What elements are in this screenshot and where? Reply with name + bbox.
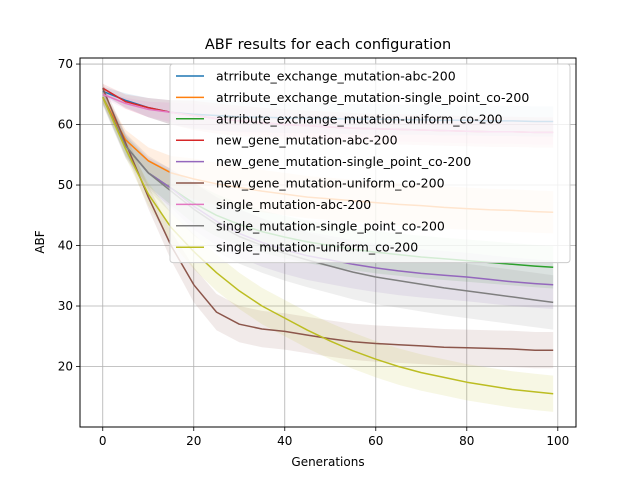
- series-band-5: [102, 82, 554, 369]
- x-axis-title: Generations: [291, 455, 364, 469]
- y-tick-label: 60: [58, 118, 73, 132]
- legend-label: new_gene_mutation-uniform_co-200: [216, 176, 445, 191]
- y-tick-label: 70: [58, 57, 73, 71]
- x-tick-label: 100: [546, 434, 569, 448]
- legend-box: [169, 63, 571, 264]
- y-tick-label: 50: [58, 178, 73, 192]
- legend-label: atrribute_exchange_mutation-uniform_co-2…: [216, 111, 503, 126]
- series-band-7: [102, 89, 554, 330]
- legend-label: single_mutation-uniform_co-200: [216, 240, 418, 255]
- legend-label: atrribute_exchange_mutation-single_point…: [216, 90, 529, 105]
- x-tick-label: 0: [99, 434, 107, 448]
- plot-area-frame: [79, 57, 577, 428]
- legend-label: single_mutation-abc-200: [216, 197, 371, 212]
- x-tick-label: 80: [459, 434, 474, 448]
- x-tick-label: 60: [368, 434, 383, 448]
- x-tick-label: 40: [277, 434, 292, 448]
- legend-label: new_gene_mutation-abc-200: [216, 133, 398, 148]
- legend-label: new_gene_mutation-single_point_co-200: [216, 154, 471, 169]
- chart-title: ABF results for each configuration: [205, 37, 451, 53]
- legend-label: single_mutation-single_point_co-200: [216, 218, 445, 233]
- legend-label: atrribute_exchange_mutation-abc-200: [216, 69, 456, 84]
- x-tick-label: 20: [186, 434, 201, 448]
- y-axis-title: ABF: [33, 230, 47, 253]
- legend: atrribute_exchange_mutation-abc-200atrri…: [169, 63, 571, 264]
- y-tick-label: 40: [58, 239, 73, 253]
- y-tick-label: 20: [58, 360, 73, 374]
- y-tick-label: 30: [58, 299, 73, 313]
- axis-ticks: 0 20 40 60 80 100 20 30 40 50 60 70: [58, 57, 570, 448]
